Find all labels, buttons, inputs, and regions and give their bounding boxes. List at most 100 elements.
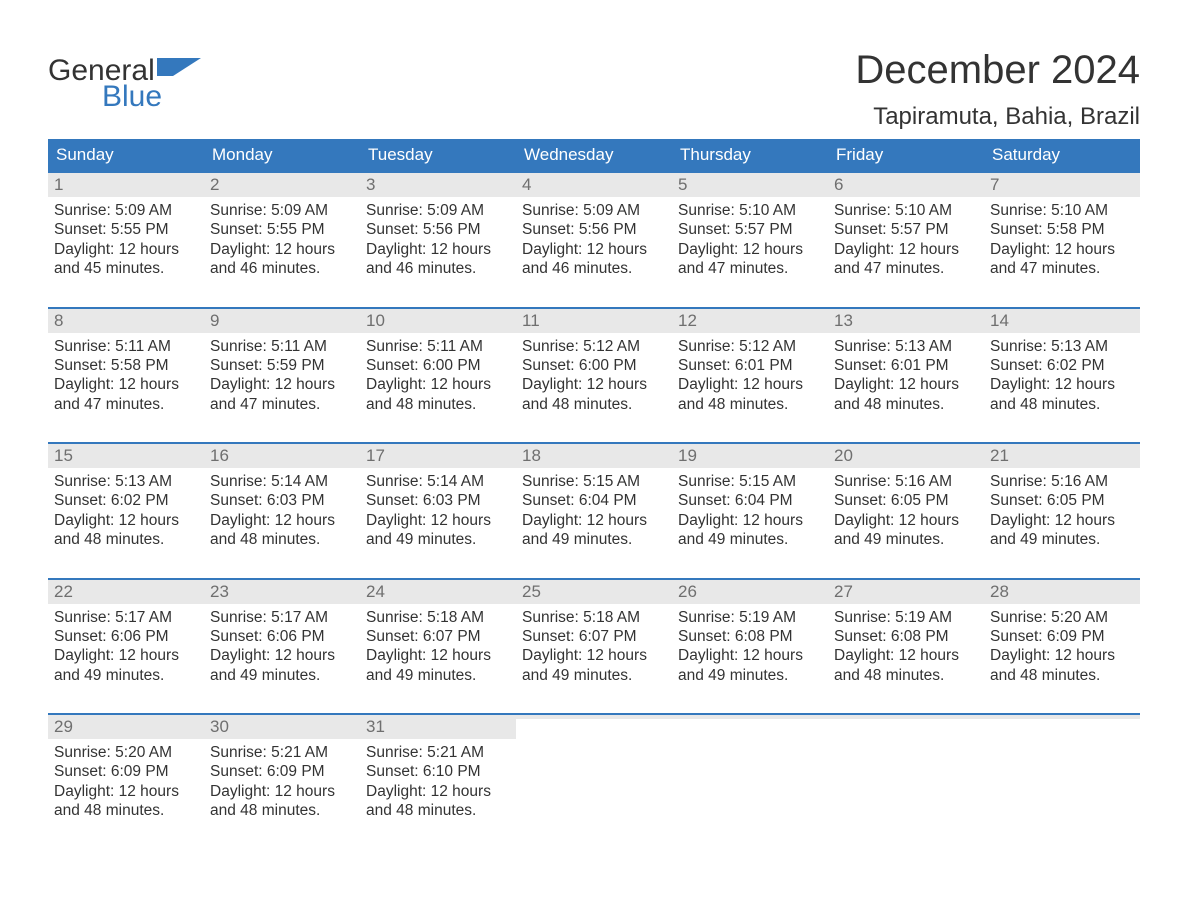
sunset-value: 6:05 PM [1047,492,1105,509]
sunrise-value: 5:11 AM [271,338,327,355]
sunset-value: 6:08 PM [735,628,793,645]
calendar-cell: 13Sunrise: 5:13 AMSunset: 6:01 PMDayligh… [828,309,984,415]
sunrise-value: 5:12 AM [583,338,640,355]
daylight-hours: 12 [1055,376,1072,393]
daylight-minutes: 48 [864,396,881,413]
day-details: Sunrise: 5:21 AMSunset: 6:10 PMDaylight:… [360,739,516,821]
sunrise-line: Sunrise: 5:21 AM [366,743,510,762]
sunrise-line: Sunrise: 5:10 AM [990,201,1134,220]
day-number: 27 [828,580,984,604]
calendar-cell: 9Sunrise: 5:11 AMSunset: 5:59 PMDaylight… [204,309,360,415]
daylight-minutes: 49 [396,667,413,684]
daylight-hours: 12 [431,376,448,393]
daylight-minutes: 49 [396,531,413,548]
daylight-minutes: 49 [552,667,569,684]
weekday-header: Friday [828,139,984,171]
day-details: Sunrise: 5:16 AMSunset: 6:05 PMDaylight:… [828,468,984,550]
calendar-week: 8 Sunrise: 5:11 AM Sunset: 5:58 PM Daylight… [48,307,1140,415]
sunset-value: 5:55 PM [267,221,325,238]
daylight-minutes: 48 [240,531,257,548]
day-details: Sunrise: 5:10 AMSunset: 5:57 PMDaylight:… [672,197,828,279]
daylight-line: Daylight: 12 hours and 49 minutes. [210,646,354,685]
day-details: Sunrise: 5:17 AMSunset: 6:06 PMDaylight:… [48,604,204,686]
sunrise-line: Sunrise: 5:11 AM [366,337,510,356]
day-details: Sunrise: 5:12 AMSunset: 6:01 PMDaylight:… [672,333,828,415]
sunrise-value: 5:11 AM [427,338,483,355]
day-number: 23 [204,580,360,604]
sunrise-line: Sunrise: 5:18 AM [366,608,510,627]
day-details: Sunrise: 5:10 AMSunset: 5:58 PMDaylight:… [984,197,1140,279]
day-number: 15 [48,444,204,468]
day-details: Sunrise: 5:09 AMSunset: 5:56 PMDaylight:… [360,197,516,279]
day-number: 24 [360,580,516,604]
daylight-minutes: 48 [396,396,413,413]
day-number: 19 [672,444,828,468]
daylight-hours: 12 [743,376,760,393]
calendar-cell: 28Sunrise: 5:20 AMSunset: 6:09 PMDayligh… [984,580,1140,686]
sunset-line: Sunset: 5:55 PM [210,220,354,239]
sunrise-value: 5:15 AM [583,473,640,490]
weekday-header: Saturday [984,139,1140,171]
sunset-line: Sunset: 5:56 PM [366,220,510,239]
calendar-cell: 16Sunrise: 5:14 AMSunset: 6:03 PMDayligh… [204,444,360,550]
sunset-line: Sunset: 6:03 PM [210,491,354,510]
calendar-cell: 23Sunrise: 5:17 AMSunset: 6:06 PMDayligh… [204,580,360,686]
daylight-hours: 12 [587,241,604,258]
sunrise-value: 5:20 AM [1051,609,1108,626]
sunrise-line: Sunrise: 5:13 AM [54,472,198,491]
calendar-cell: 1Sunrise: 5:09 AMSunset: 5:55 PMDaylight… [48,173,204,279]
day-details: Sunrise: 5:21 AMSunset: 6:09 PMDaylight:… [204,739,360,821]
day-details: Sunrise: 5:15 AMSunset: 6:04 PMDaylight:… [672,468,828,550]
daylight-hours: 12 [431,512,448,529]
day-details: Sunrise: 5:18 AMSunset: 6:07 PMDaylight:… [516,604,672,686]
daylight-hours: 12 [587,376,604,393]
day-number: 8 [48,309,204,333]
daylight-line: Daylight: 12 hours and 46 minutes. [366,240,510,279]
sunrise-line: Sunrise: 5:13 AM [834,337,978,356]
daylight-minutes: 47 [708,260,725,277]
weekday-header-row: SundayMondayTuesdayWednesdayThursdayFrid… [48,139,1140,171]
calendar-cell: 4Sunrise: 5:09 AMSunset: 5:56 PMDaylight… [516,173,672,279]
day-details: Sunrise: 5:18 AMSunset: 6:07 PMDaylight:… [360,604,516,686]
sunrise-line: Sunrise: 5:17 AM [210,608,354,627]
daylight-minutes: 48 [552,396,569,413]
calendar-week: 29Sunrise: 5:20 AMSunset: 6:09 PMDayligh… [48,713,1140,821]
sunset-value: 6:05 PM [891,492,949,509]
day-number: 25 [516,580,672,604]
daylight-hours: 12 [587,647,604,664]
sunrise-value: 5:19 AM [895,609,952,626]
daylight-hours: 12 [275,376,292,393]
sunrise-value: 5:15 AM [739,473,796,490]
calendar-cell: 11Sunrise: 5:12 AMSunset: 6:00 PMDayligh… [516,309,672,415]
daylight-line: Daylight: 12 hours and 48 minutes. [54,782,198,821]
daylight-minutes: 49 [240,667,257,684]
sunset-line: Sunset: 5:58 PM [54,356,198,375]
sunset-line: Sunset: 6:09 PM [990,627,1134,646]
day-number: 12 [672,309,828,333]
calendar-cell: 29Sunrise: 5:20 AMSunset: 6:09 PMDayligh… [48,715,204,821]
sunset-value: 6:08 PM [891,628,949,645]
calendar-cell: 31Sunrise: 5:21 AMSunset: 6:10 PMDayligh… [360,715,516,821]
day-details: Sunrise: 5:12 AMSunset: 6:00 PMDaylight:… [516,333,672,415]
daylight-minutes: 49 [1020,531,1037,548]
daylight-hours: 12 [431,647,448,664]
daylight-hours: 12 [587,512,604,529]
calendar-cell: 18Sunrise: 5:15 AMSunset: 6:04 PMDayligh… [516,444,672,550]
calendar-cell: 24Sunrise: 5:18 AMSunset: 6:07 PMDayligh… [360,580,516,686]
day-number: 22 [48,580,204,604]
daylight-line: Daylight: 12 hours and 48 minutes. [990,375,1134,414]
daylight-minutes: 48 [84,802,101,819]
calendar-cell: 3Sunrise: 5:09 AMSunset: 5:56 PMDaylight… [360,173,516,279]
sunset-value: 6:00 PM [423,357,481,374]
sunrise-line: Sunrise: 5:14 AM [366,472,510,491]
sunset-line: Sunset: 6:09 PM [54,762,198,781]
daylight-line: Daylight: 12 hours and 49 minutes. [678,646,822,685]
sunrise-line: Sunrise: 5:14 AM [210,472,354,491]
sunset-value: 5:59 PM [267,357,325,374]
weekday-header: Tuesday [360,139,516,171]
sunrise-line: Sunrise: 5:15 AM [522,472,666,491]
sunrise-line: Sunrise: 5:16 AM [990,472,1134,491]
day-number: 13 [828,309,984,333]
sunset-line: Sunset: 5:59 PM [210,356,354,375]
sunset-line: Sunset: 6:07 PM [522,627,666,646]
